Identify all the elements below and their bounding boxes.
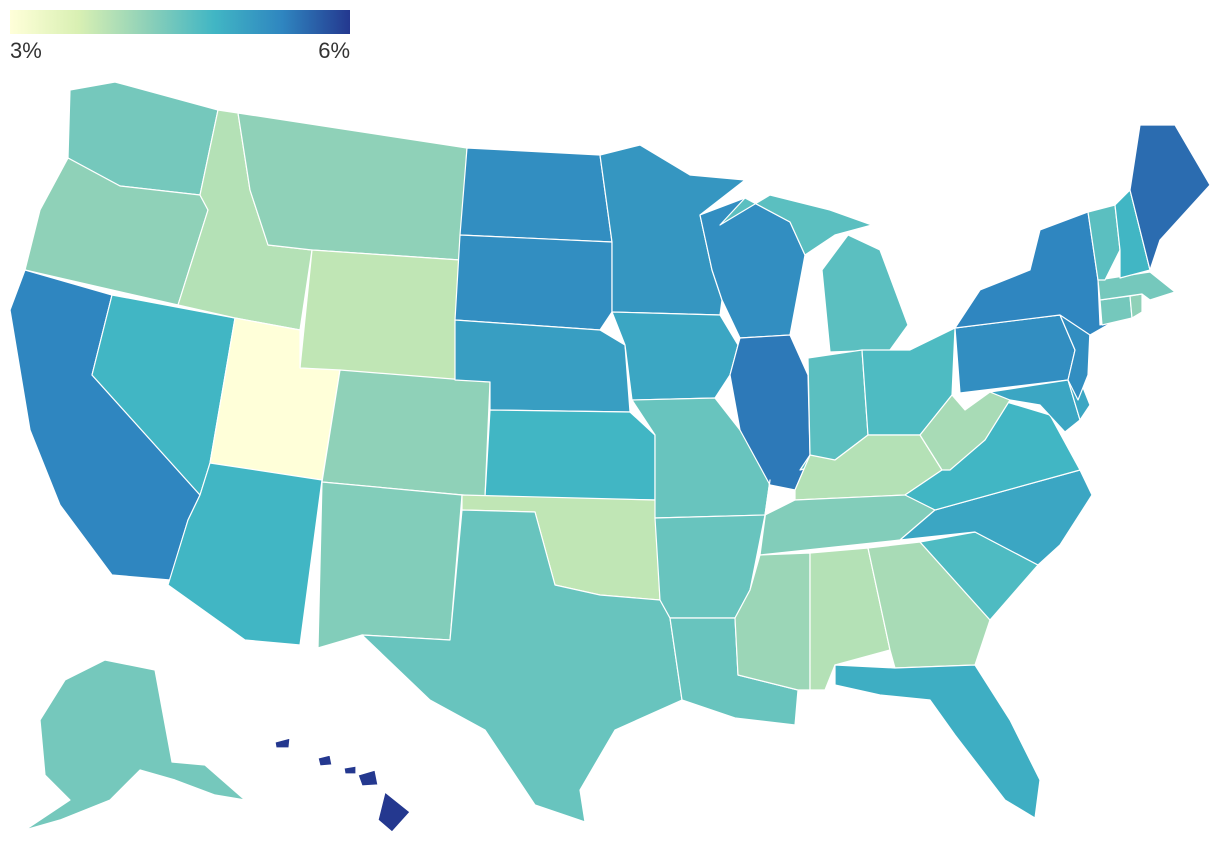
state-alaska[interactable] [24, 659, 246, 831]
state-south-dakota[interactable] [454, 234, 613, 331]
state-vermont[interactable] [1087, 204, 1121, 281]
state-wyoming[interactable] [299, 249, 461, 381]
state-new-hampshire[interactable] [1114, 189, 1151, 279]
state-kansas[interactable] [484, 409, 656, 501]
state-iowa[interactable] [611, 311, 739, 401]
state-hawaii[interactable] [274, 737, 411, 833]
state-new-mexico[interactable] [317, 481, 463, 649]
state-rhode-island[interactable] [1129, 293, 1143, 319]
state-connecticut[interactable] [1099, 295, 1133, 326]
color-legend: 3% 6% [10, 10, 350, 63]
state-illinois[interactable] [729, 334, 811, 491]
state-texas[interactable] [361, 509, 683, 823]
state-colorado[interactable] [321, 369, 491, 498]
state-arizona[interactable] [167, 462, 323, 646]
legend-gradient-bar [10, 10, 350, 34]
legend-max-label: 6% [318, 38, 350, 63]
legend-min-label: 3% [10, 38, 42, 63]
state-north-dakota[interactable] [459, 147, 613, 243]
state-montana[interactable] [237, 112, 468, 261]
state-michigan[interactable] [719, 194, 909, 353]
state-florida[interactable] [834, 664, 1041, 819]
state-massachusetts[interactable] [1097, 271, 1176, 301]
state-maine[interactable] [1129, 124, 1211, 271]
